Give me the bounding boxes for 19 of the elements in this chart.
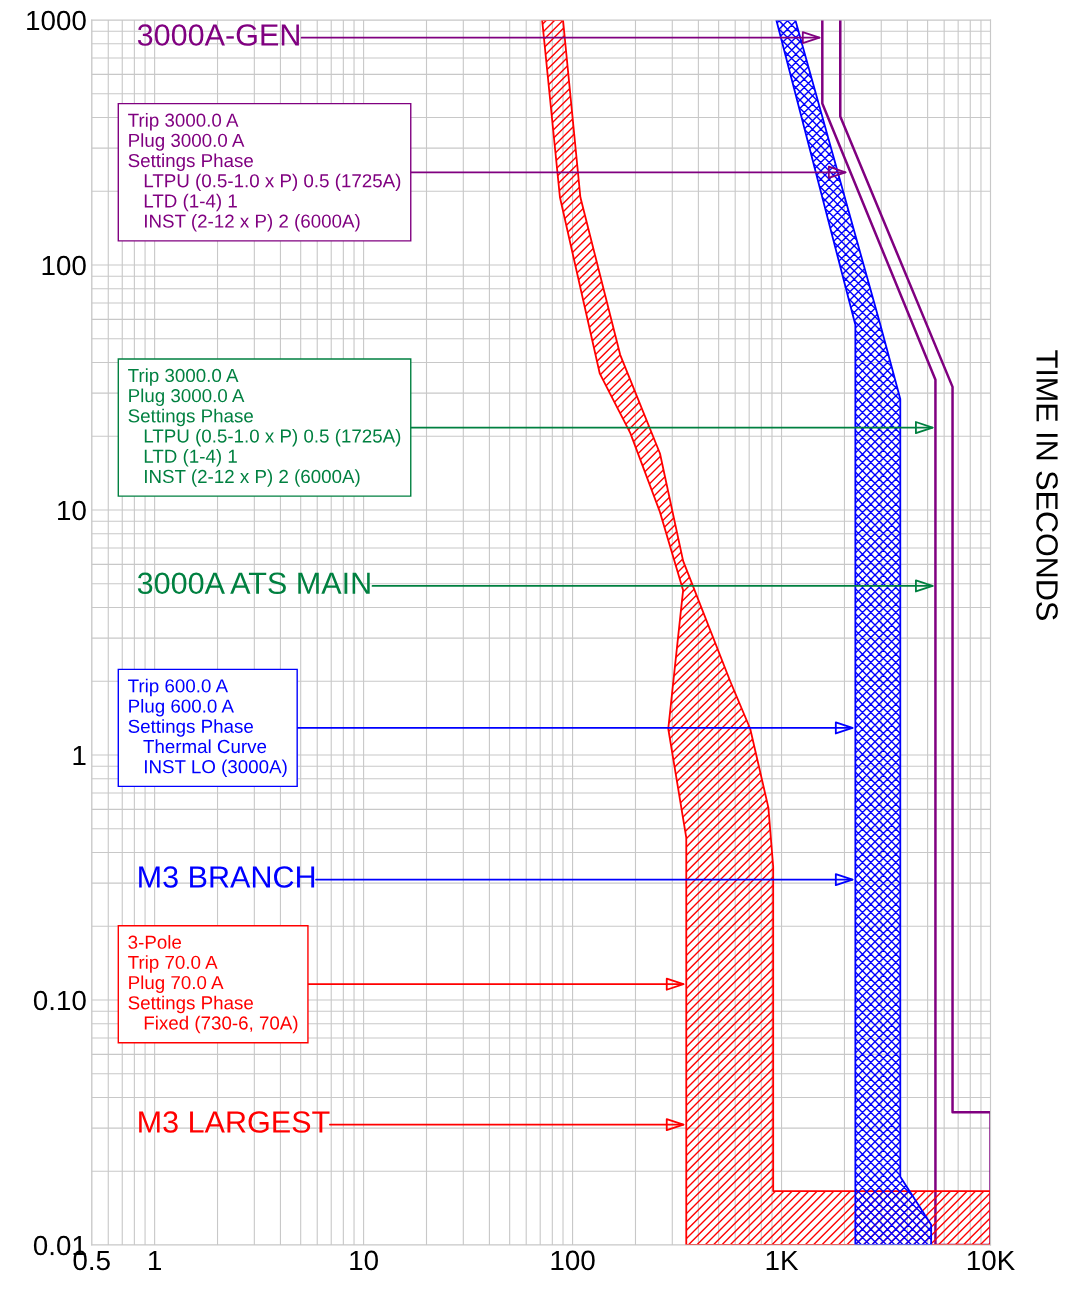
- annotation: 3-Pole Trip 70.0 A Plug 70.0 A Settings Phase Fixed (730-6, 70A): [128, 935, 298, 1034]
- x-tick-label: 1K: [766, 1250, 799, 1270]
- y-tick-label: 0.10: [33, 990, 86, 1011]
- x-tick-label: 100: [551, 1250, 595, 1271]
- annotation: Trip 3000.0 A Plug 3000.0 A Settings Phase LTPU (0.5-1.0 x P) 0.5 (1725A) LTD (1-4) 1 INST (2-12 x P) 2 (6000A): [128, 113, 401, 232]
- x-tick-label: 10K: [967, 1250, 1015, 1271]
- annotation: M3 BRANCH: [139, 866, 315, 888]
- y-tick-label: 1000: [27, 10, 86, 31]
- annotation: 3000A-GEN: [137, 24, 299, 46]
- annotation: M3 LARGEST: [139, 1111, 330, 1133]
- annotation: Trip 600.0 A Plug 600.0 A Settings Phase Thermal Curve INST LO (3000A): [128, 678, 287, 778]
- x-tick-label: 10: [350, 1250, 378, 1271]
- annotation: Trip 3000.0 A Plug 3000.0 A Settings Phase LTPU (0.5-1.0 x P) 0.5 (1725A) LTD (1-4) 1 INST (2-12 x P) 2 (6000A): [128, 368, 401, 487]
- y-tick-label: 10: [58, 500, 86, 521]
- x-tick-label: 1: [149, 1250, 161, 1270]
- y-tick-label: 1: [73, 745, 86, 766]
- y-tick-label: 100: [42, 255, 86, 276]
- y-axis-title: TIME IN SECONDS: [1036, 350, 1058, 620]
- annotation: 3000A ATS MAIN: [137, 572, 370, 595]
